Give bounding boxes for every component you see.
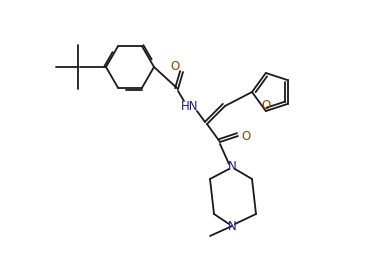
Text: HN: HN: [181, 100, 199, 113]
Text: O: O: [241, 130, 251, 142]
Text: N: N: [228, 219, 236, 232]
Text: N: N: [228, 161, 236, 173]
Text: O: O: [170, 60, 180, 73]
Text: O: O: [261, 99, 270, 112]
